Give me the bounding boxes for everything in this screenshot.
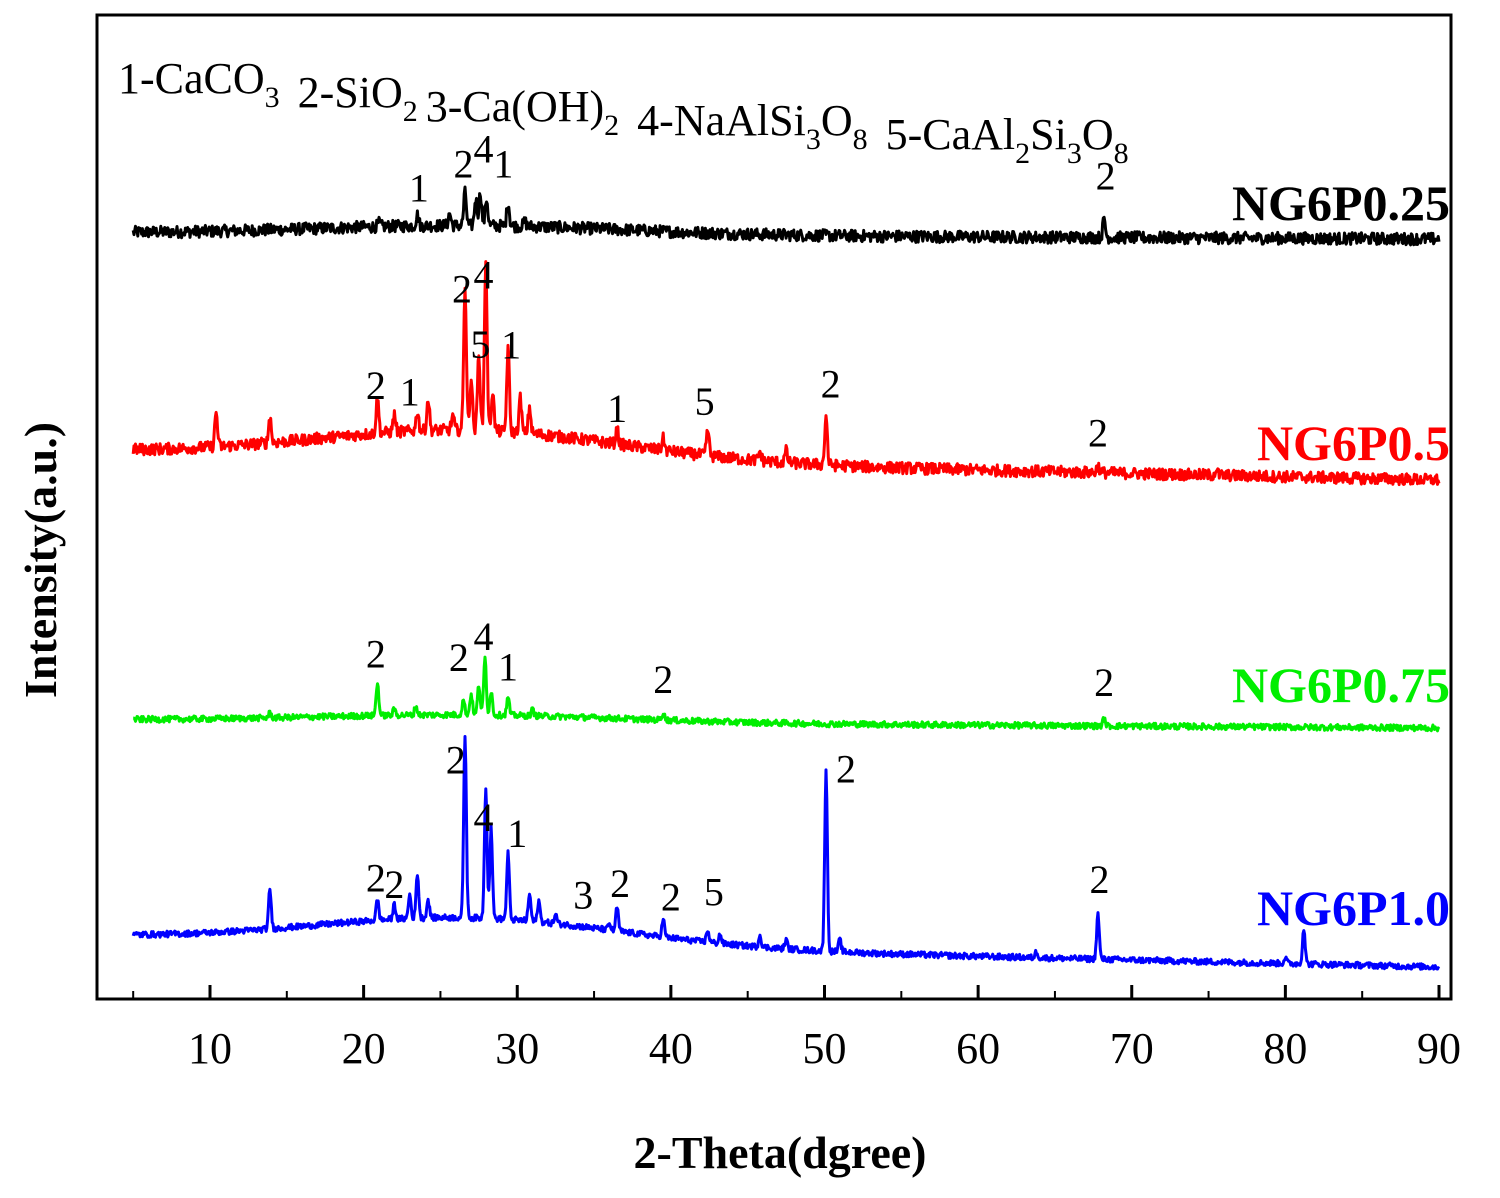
peak-label: 2 (449, 635, 469, 680)
y-axis-title: Intensity(a.u.) (15, 422, 66, 698)
x-tick-label: 70 (1110, 1024, 1154, 1073)
legend: 1-CaCO3 2-SiO2 3-Ca(OH)2 4-NaAlSi3O8 5-CaAl2… (118, 54, 1129, 170)
peak-label: 2 (653, 657, 673, 702)
peak-label: 5 (695, 379, 715, 424)
x-axis: 10 20 30 40 50 60 70 80 90 (132, 985, 1461, 1073)
peak-label: 2 (453, 142, 473, 187)
peak-label: 5 (470, 322, 490, 367)
legend-subscript: 3 (806, 123, 821, 156)
x-tick-label: 30 (495, 1024, 539, 1073)
x-tick-label: 80 (1263, 1024, 1307, 1073)
legend-subscript: 2 (403, 95, 418, 128)
peak-label: 3 (573, 872, 593, 917)
series-layer (131, 185, 1441, 971)
series-line-NG6P1.0 (131, 735, 1441, 971)
peak-label: 2 (1089, 857, 1109, 902)
legend-subscript: 3 (1067, 137, 1082, 170)
legend-item: 3-Ca(OH) (426, 82, 604, 131)
peak-label: 4 (473, 795, 493, 840)
series-names: NG6P0.25 NG6P0.5 NG6P0.75 NG6P1.0 (1232, 175, 1450, 936)
legend-item: O (1082, 110, 1114, 159)
peak-label: 2 (384, 862, 404, 907)
legend-item: 2-SiO (298, 68, 403, 117)
legend-item: 1-CaCO (118, 54, 265, 103)
x-tick-label: 20 (342, 1024, 386, 1073)
series-name: NG6P0.5 (1257, 415, 1450, 471)
legend-item: O (821, 96, 853, 145)
legend-subscript: 2 (604, 109, 619, 142)
peak-label: 4 (473, 614, 493, 659)
legend-text: 1-CaCO3 2-SiO2 3-Ca(OH)2 4-NaAlSi3O8 5-CaAl2… (118, 54, 1129, 170)
peak-label: 2 (1088, 411, 1108, 456)
peak-label: 1 (607, 386, 627, 431)
legend-item: Si (1030, 110, 1067, 159)
peak-label: 2 (366, 363, 386, 408)
peak-label: 2 (610, 861, 630, 906)
legend-item: 5-CaAl (886, 110, 1016, 159)
peak-label: 1 (409, 165, 429, 210)
peak-label: 2 (836, 746, 856, 791)
x-tick-label: 40 (649, 1024, 693, 1073)
legend-subscript: 3 (265, 81, 280, 114)
series-line-NG6P0.75 (132, 655, 1441, 733)
peak-label: 1 (501, 323, 521, 368)
series-line-NG6P0.5 (131, 260, 1441, 487)
peak-label: 2 (452, 266, 472, 311)
plot-frame (95, 13, 1453, 1001)
peak-label: 4 (473, 252, 493, 297)
x-tick-label: 60 (956, 1024, 1000, 1073)
legend-item: 4-NaAlSi (637, 96, 806, 145)
x-tick-label: 10 (188, 1024, 232, 1073)
peak-labels: 12 4 1 22 12 45 11 5 222 2 41 2 22 24 122 3 2 2 5 2 (366, 127, 1116, 920)
series-name: NG6P0.75 (1232, 657, 1450, 713)
x-tick-label: 90 (1417, 1024, 1461, 1073)
x-axis-title: 2-Theta(dgree) (634, 1127, 927, 1178)
peak-label: 1 (493, 142, 513, 187)
legend-subscript: 8 (853, 123, 868, 156)
peak-label: 2 (366, 631, 386, 676)
peak-label: 1 (507, 811, 527, 856)
peak-label: 2 (446, 737, 466, 782)
x-tick-label: 50 (803, 1024, 847, 1073)
peak-label: 2 (366, 856, 386, 901)
series-name: NG6P0.25 (1232, 175, 1450, 231)
legend-subscript: 8 (1114, 137, 1129, 170)
peak-label: 1 (400, 370, 420, 415)
peak-label: 2 (1094, 660, 1114, 705)
peak-label: 4 (473, 127, 493, 172)
peak-label: 2 (1096, 153, 1116, 198)
peak-label: 2 (821, 361, 841, 406)
peak-label: 2 (661, 874, 681, 919)
series-line-NG6P0.25 (131, 185, 1441, 247)
legend-subscript: 2 (1015, 137, 1030, 170)
peak-label: 5 (704, 869, 724, 914)
series-name: NG6P1.0 (1257, 880, 1450, 936)
peak-label: 1 (498, 644, 518, 689)
